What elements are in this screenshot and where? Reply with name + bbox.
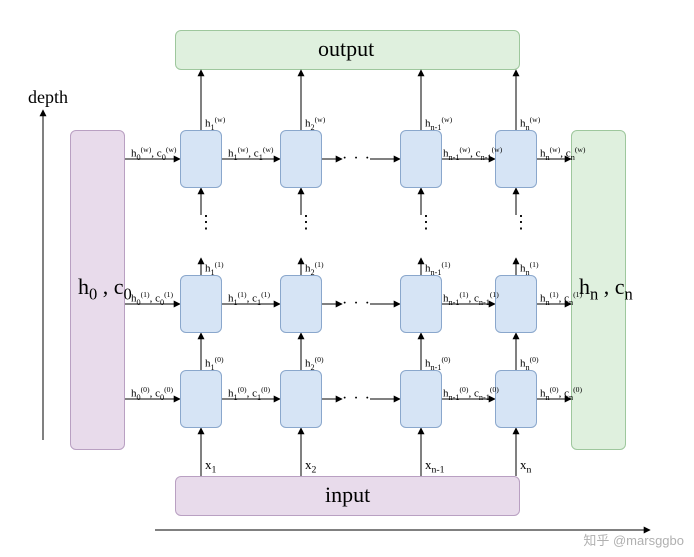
x-1: x1 xyxy=(205,458,216,475)
hc-n-0: hn(0), cn(0) xyxy=(540,386,582,402)
hc-1-0: h1(0), c1(0) xyxy=(228,386,270,402)
h-1-0: h1(0) xyxy=(205,356,224,372)
cell-4-1 xyxy=(495,275,537,333)
hc-0-w: h0(w), c0(w) xyxy=(131,146,176,162)
cell-4-0 xyxy=(495,370,537,428)
h-n-0: hn(0) xyxy=(520,356,539,372)
x-nm1: xn-1 xyxy=(425,458,445,475)
arrows-layer xyxy=(0,0,694,557)
h-2-w: h2(w) xyxy=(305,116,325,132)
h-nm1-1: hn-1(1) xyxy=(425,261,450,277)
cell-1-0 xyxy=(180,370,222,428)
cell-2-w xyxy=(280,130,322,188)
v-ellipsis-col1: ⋮ xyxy=(197,213,215,231)
v-ellipsis-col3: ⋮ xyxy=(417,213,435,231)
v-ellipsis-col2: ⋮ xyxy=(297,213,315,231)
h-1-1: h1(1) xyxy=(205,261,224,277)
hc-1-1: h1(1), c1(1) xyxy=(228,291,270,307)
hc-n-w: hn(w), cn(w) xyxy=(540,146,585,162)
cell-2-0 xyxy=(280,370,322,428)
h-n-1: hn(1) xyxy=(520,261,539,277)
h-ellipsis-row1: ··· xyxy=(342,295,376,313)
x-n: xn xyxy=(520,458,531,475)
h-ellipsis-rowW: ··· xyxy=(342,150,376,168)
h-2-1: h2(1) xyxy=(305,261,324,277)
cell-3-w xyxy=(400,130,442,188)
hc-0-0: h0(0), c0(0) xyxy=(131,386,173,402)
hc-n-1: hn(1), cn(1) xyxy=(540,291,582,307)
watermark: 知乎 @marsggbo xyxy=(583,530,684,549)
rnn-depth-diagram: { "canvas":{"w":694,"h":557,"bg":"#fffff… xyxy=(0,0,694,557)
v-ellipsis-col4: ⋮ xyxy=(512,213,530,231)
hc-nm1-1: hn-1(1), cn-1(1) xyxy=(443,291,499,307)
cell-1-w xyxy=(180,130,222,188)
cell-1-1 xyxy=(180,275,222,333)
hc-0-1: h0(1), c0(1) xyxy=(131,291,173,307)
hc-nm1-w: hn-1(w), cn-1(w) xyxy=(443,146,502,162)
h-nm1-0: hn-1(0) xyxy=(425,356,450,372)
hc-1-w: h1(w), c1(w) xyxy=(228,146,273,162)
h-2-0: h2(0) xyxy=(305,356,324,372)
h-nm1-w: hn-1(w) xyxy=(425,116,452,132)
cell-3-0 xyxy=(400,370,442,428)
cell-3-1 xyxy=(400,275,442,333)
h-1-w: h1(w) xyxy=(205,116,225,132)
h-ellipsis-row0: ··· xyxy=(342,390,376,408)
x-2: x2 xyxy=(305,458,316,475)
cell-2-1 xyxy=(280,275,322,333)
hc-nm1-0: hn-1(0), cn-1(0) xyxy=(443,386,499,402)
h-n-w: hn(w) xyxy=(520,116,540,132)
